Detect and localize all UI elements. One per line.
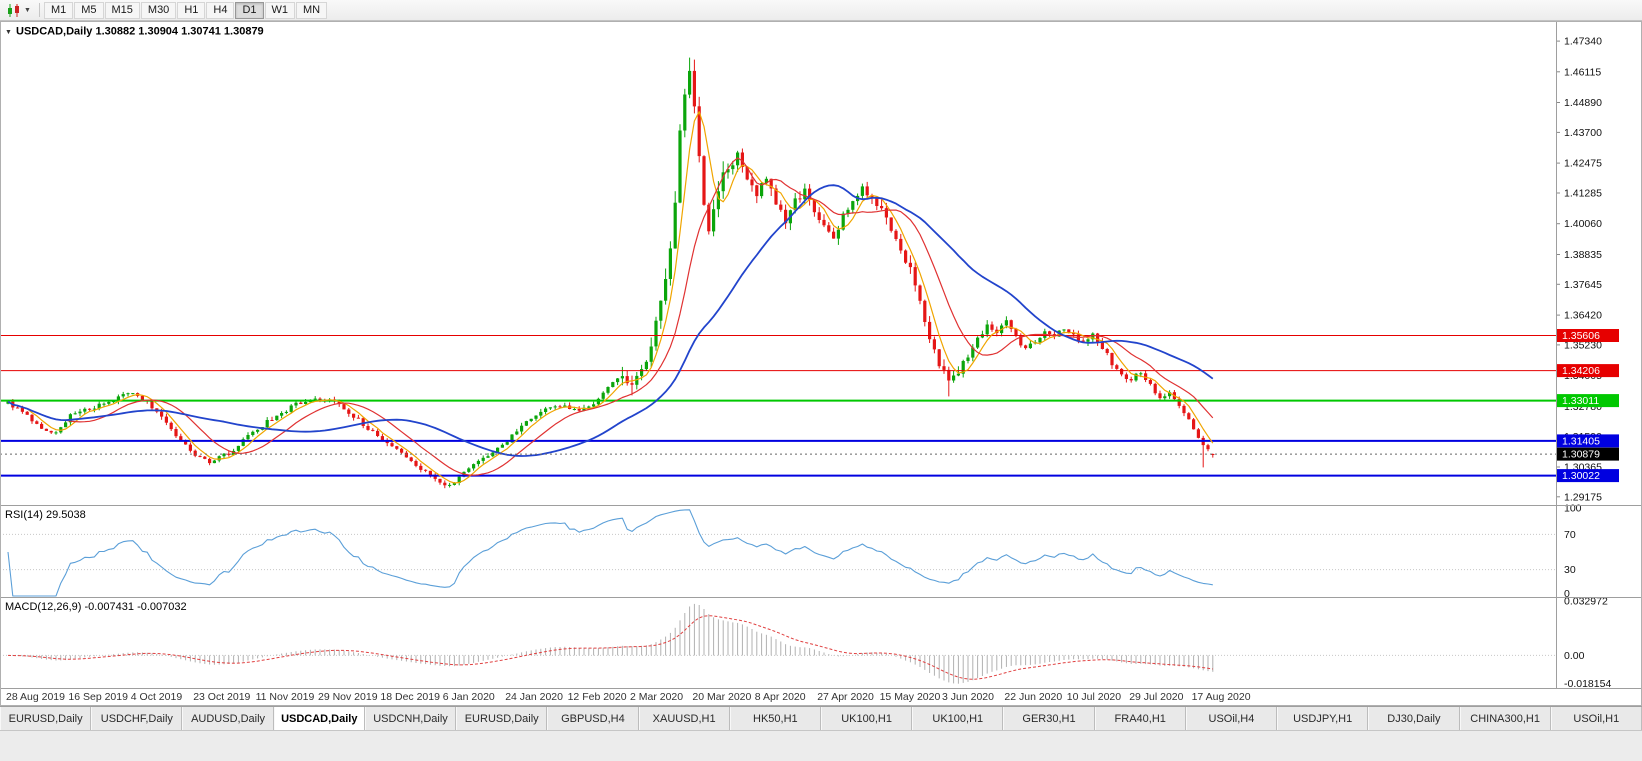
- timeframe-button-h4[interactable]: H4: [206, 1, 235, 19]
- pane-separators: [0, 21, 1642, 706]
- date-label: 29 Nov 2019: [318, 691, 378, 703]
- date-label: 16 Sep 2019: [68, 691, 128, 703]
- chart-tab-fra40-h1[interactable]: FRA40,H1: [1094, 707, 1186, 730]
- date-label: 3 Jun 2020: [942, 691, 994, 703]
- date-label: 20 Mar 2020: [692, 691, 751, 703]
- timeframe-button-mn[interactable]: MN: [296, 1, 328, 19]
- rsi-level-label: 100: [1564, 503, 1582, 515]
- price-tick-label: 1.40060: [1564, 218, 1602, 230]
- price-tick-label: 1.43700: [1564, 127, 1602, 139]
- timeframe-button-m15[interactable]: M15: [104, 1, 140, 19]
- chart-tab-usdchf-daily[interactable]: USDCHF,Daily: [91, 707, 183, 730]
- date-label: 12 Feb 2020: [568, 691, 627, 703]
- date-label: 6 Jan 2020: [443, 691, 495, 703]
- rsi-pane-title: RSI(14) 29.5038: [5, 509, 86, 521]
- timeframe-button-m1[interactable]: M1: [43, 1, 74, 19]
- candlestick-icon: [8, 3, 19, 17]
- timeframe-button-w1[interactable]: W1: [264, 1, 295, 19]
- chart-tab-usoil-h4[interactable]: USOil,H4: [1185, 707, 1278, 730]
- chart-tab-xauusd-h1[interactable]: XAUUSD,H1: [638, 707, 730, 730]
- chart-tab-usdcad-daily[interactable]: USDCAD,Daily: [273, 707, 365, 730]
- rsi-level-label: 70: [1564, 529, 1576, 541]
- price-tick-label: 1.41285: [1564, 188, 1602, 200]
- price-label-1.33011: 1.33011: [1562, 395, 1599, 407]
- price-label-1.35606: 1.35606: [1562, 330, 1600, 342]
- chart-tab-ger30-h1[interactable]: GER30,H1: [1003, 707, 1095, 730]
- price-tick-label: 1.47340: [1564, 36, 1602, 48]
- price-tick-label: 1.42475: [1564, 158, 1602, 170]
- timeframe-buttons: M1 M5 M15 M30 H1 H4 D1 W1 MN: [43, 1, 328, 19]
- date-label: 24 Jan 2020: [505, 691, 563, 703]
- price-label-1.34206: 1.34206: [1562, 365, 1600, 377]
- chart-tab-dj30-daily[interactable]: DJ30,Daily: [1368, 707, 1460, 730]
- price-tick-label: 1.29175: [1564, 491, 1602, 503]
- price-label-1.31405: 1.31405: [1562, 435, 1600, 447]
- macd-axis-label: 0.00: [1564, 650, 1585, 662]
- rsi-level-label: 0: [1564, 588, 1570, 600]
- date-label: 10 Jul 2020: [1067, 691, 1121, 703]
- date-label: 29 Jul 2020: [1129, 691, 1183, 703]
- timeframe-button-h1[interactable]: H1: [177, 1, 206, 19]
- chart-tab-eurusd-daily[interactable]: EURUSD,Daily: [456, 707, 548, 730]
- chart-type-button[interactable]: ▼: [3, 2, 35, 19]
- chart-background: [0, 21, 1642, 706]
- timeframe-button-d1[interactable]: D1: [235, 1, 264, 19]
- chart-title: USDCAD,Daily 1.30882 1.30904 1.30741 1.3…: [16, 26, 264, 38]
- date-label: 4 Oct 2019: [131, 691, 183, 703]
- time-axis[interactable]: 28 Aug 2019 16 Sep 2019 4 Oct 2019 23 Oct 2…: [6, 691, 1251, 703]
- date-label: 28 Aug 2019: [6, 691, 65, 703]
- chart-tab-bar: EURUSD,Daily USDCHF,Daily AUDUSD,Daily USDC…: [0, 706, 1642, 730]
- macd-axis-label: -0.018154: [1564, 678, 1611, 690]
- chart-tab-china300-h1[interactable]: CHINA300,H1: [1459, 707, 1551, 730]
- toolbar-separator: [38, 3, 40, 17]
- price-tick-label: 1.38835: [1564, 249, 1602, 261]
- timeframe-toolbar: ▼ M1 M5 M15 M30 H1 H4 D1 W1 MN: [0, 0, 1642, 21]
- date-label: 22 Jun 2020: [1004, 691, 1062, 703]
- chart-tab-usoil-h1[interactable]: USOil,H1: [1550, 707, 1642, 730]
- chart-tab-usdjpy-h1[interactable]: USDJPY,H1: [1277, 707, 1369, 730]
- date-label: 8 Apr 2020: [755, 691, 806, 703]
- price-tick-label: 1.44890: [1564, 97, 1602, 109]
- rsi-level-label: 30: [1564, 564, 1576, 576]
- date-label: 17 Aug 2020: [1192, 691, 1251, 703]
- chart-tab-uk100-h1[interactable]: UK100,H1: [820, 707, 913, 730]
- bottom-filler: [0, 730, 1642, 761]
- price-axis[interactable]: 1.47340 1.46115 1.44890 1.43700 1.42475 1.412…: [1556, 36, 1619, 504]
- price-label-1.30879: 1.30879: [1562, 449, 1600, 461]
- rsi-indicator: 100 70 30 0: [0, 503, 1582, 600]
- price-tick-label: 1.37645: [1564, 279, 1602, 291]
- date-label: 2 Mar 2020: [630, 691, 683, 703]
- date-label: 27 Apr 2020: [817, 691, 874, 703]
- chevron-down-icon: ▼: [24, 6, 31, 14]
- price-label-1.30022: 1.30022: [1562, 470, 1600, 482]
- chart-tab-gbpusd-h4[interactable]: GBPUSD,H4: [547, 707, 639, 730]
- macd-axis-label: 0.032972: [1564, 595, 1608, 607]
- chart-tab-uk100-h1[interactable]: UK100,H1: [912, 707, 1004, 730]
- date-label: 15 May 2020: [880, 691, 941, 703]
- chart-tab-usdcnh-daily[interactable]: USDCNH,Daily: [364, 707, 457, 730]
- chart-tab-audusd-daily[interactable]: AUDUSD,Daily: [182, 707, 274, 730]
- support-resistance-lines[interactable]: [0, 335, 1556, 477]
- moving-average-lines: [7, 111, 1214, 484]
- price-tick-label: 1.35230: [1564, 339, 1602, 351]
- chart-tab-hk50-h1[interactable]: HK50,H1: [729, 707, 821, 730]
- date-label: 18 Dec 2019: [380, 691, 440, 703]
- macd-indicator: 0.032972 0.00 -0.018154: [0, 595, 1611, 690]
- chart-dropdown-icon[interactable]: ▼: [5, 29, 12, 36]
- macd-pane-title: MACD(12,26,9) -0.007431 -0.007032: [5, 601, 187, 613]
- timeframe-button-m30[interactable]: M30: [140, 1, 177, 19]
- timeframe-button-m5[interactable]: M5: [74, 1, 104, 19]
- chart-tab-eurusd-daily[interactable]: EURUSD,Daily: [0, 707, 92, 730]
- price-tick-label: 1.36420: [1564, 310, 1602, 322]
- date-label: 11 Nov 2019: [256, 691, 315, 703]
- date-label: 23 Oct 2019: [193, 691, 250, 703]
- price-tick-label: 1.46115: [1564, 66, 1601, 78]
